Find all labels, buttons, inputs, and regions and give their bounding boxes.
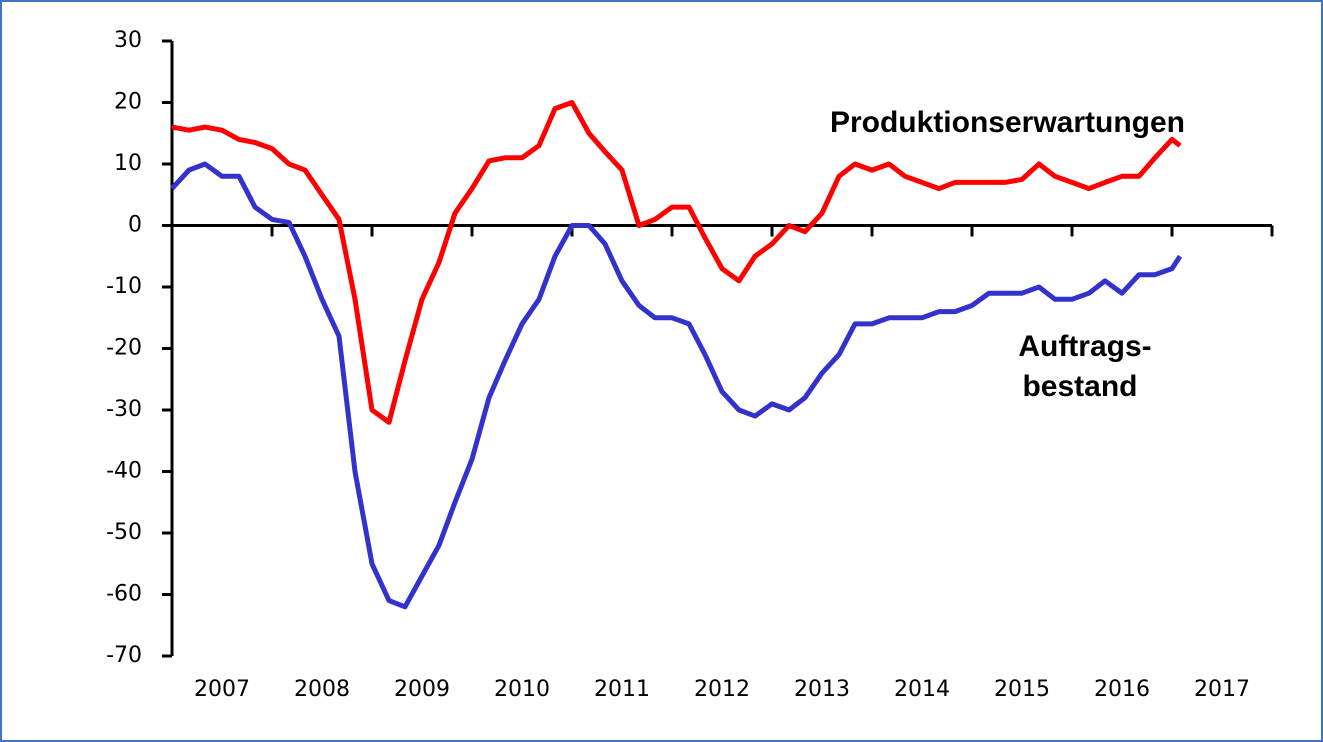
y-tick-label: -30 xyxy=(106,397,142,422)
y-tick-label: -40 xyxy=(106,459,142,484)
y-tick-label: 10 xyxy=(114,151,142,176)
y-tick-label: -70 xyxy=(106,643,142,668)
series-label: Produktionserwartungen xyxy=(830,106,1185,139)
x-tick-label: 2012 xyxy=(694,677,750,702)
x-tick-label: 2016 xyxy=(1094,677,1150,702)
series-line xyxy=(171,100,1182,425)
x-tick-label: 2015 xyxy=(994,677,1050,702)
y-tick-label: 20 xyxy=(114,90,142,115)
x-tick-label: 2014 xyxy=(894,677,950,702)
series-label: Auftrags- xyxy=(1018,330,1151,363)
x-tick-label: 2009 xyxy=(394,677,450,702)
series-label: bestand xyxy=(1022,370,1137,403)
x-tick-label: 2013 xyxy=(794,677,850,702)
y-tick-label: -10 xyxy=(106,274,142,299)
y-tick-label: 0 xyxy=(128,213,142,238)
y-tick-label: -60 xyxy=(106,582,142,607)
series-line xyxy=(170,161,1183,610)
x-tick-label: 2010 xyxy=(494,677,550,702)
y-tick-label: 30 xyxy=(114,28,142,53)
x-tick-label: 2008 xyxy=(294,677,350,702)
x-tick-label: 2007 xyxy=(194,677,250,702)
x-tick-label: 2011 xyxy=(594,677,650,702)
y-tick-label: -20 xyxy=(106,336,142,361)
x-tick-label: 2017 xyxy=(1194,677,1250,702)
y-tick-label: -50 xyxy=(106,520,142,545)
